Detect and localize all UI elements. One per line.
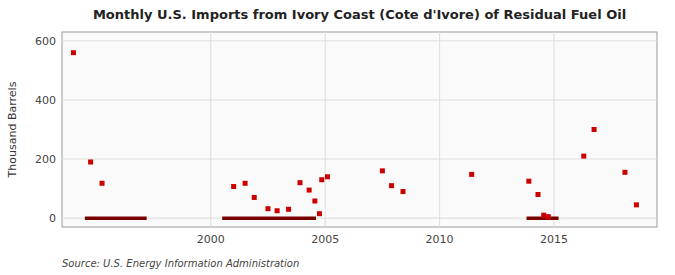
point	[265, 206, 270, 211]
point	[298, 180, 303, 185]
y-tick-label: 400	[35, 94, 56, 107]
point	[634, 202, 639, 207]
point	[541, 213, 546, 218]
point	[389, 183, 394, 188]
point	[526, 179, 531, 184]
x-tick-label: 2015	[540, 233, 568, 246]
source-note: Source: U.S. Energy Information Administ…	[62, 258, 299, 269]
point	[307, 188, 312, 193]
point	[286, 207, 291, 212]
x-grid-line	[210, 32, 211, 227]
title: Monthly U.S. Imports from Ivory Coast (C…	[93, 7, 626, 22]
point	[325, 174, 330, 179]
point	[536, 192, 541, 197]
y-grid-line	[62, 159, 657, 160]
point	[100, 181, 105, 186]
y-tick-label: 0	[49, 212, 56, 225]
x-grid-line	[325, 32, 326, 227]
point	[252, 195, 257, 200]
point	[469, 172, 474, 177]
point	[319, 177, 324, 182]
y-grid-line	[62, 218, 657, 219]
point	[71, 50, 76, 55]
plot-frame	[62, 32, 657, 227]
point	[546, 214, 551, 219]
point	[231, 184, 236, 189]
y-grid-line	[62, 99, 657, 100]
chart: 0 200 400 600 2000 2005 2010 2015 Monthly U.S. I…	[0, 0, 675, 275]
point	[400, 189, 405, 194]
point	[592, 127, 597, 132]
point	[317, 211, 322, 216]
marks	[71, 50, 639, 219]
point	[275, 208, 280, 213]
x-tick-label: 2005	[311, 233, 339, 246]
x-grid-line	[554, 32, 555, 227]
y-grid-line	[62, 40, 657, 41]
x-tick-label: 2000	[197, 233, 225, 246]
y-tick-label: 600	[35, 35, 56, 48]
x-tick-label: 2010	[426, 233, 454, 246]
y-tick-label: 200	[35, 153, 56, 166]
point	[243, 181, 248, 186]
point	[312, 199, 317, 204]
y-axis-label: Thousand Barrels	[6, 81, 19, 178]
point	[88, 160, 93, 165]
x-grid-line	[439, 32, 440, 227]
zero-segment	[85, 216, 147, 220]
point	[581, 154, 586, 159]
zero-segment	[222, 216, 316, 220]
point	[380, 168, 385, 173]
point	[622, 170, 627, 175]
